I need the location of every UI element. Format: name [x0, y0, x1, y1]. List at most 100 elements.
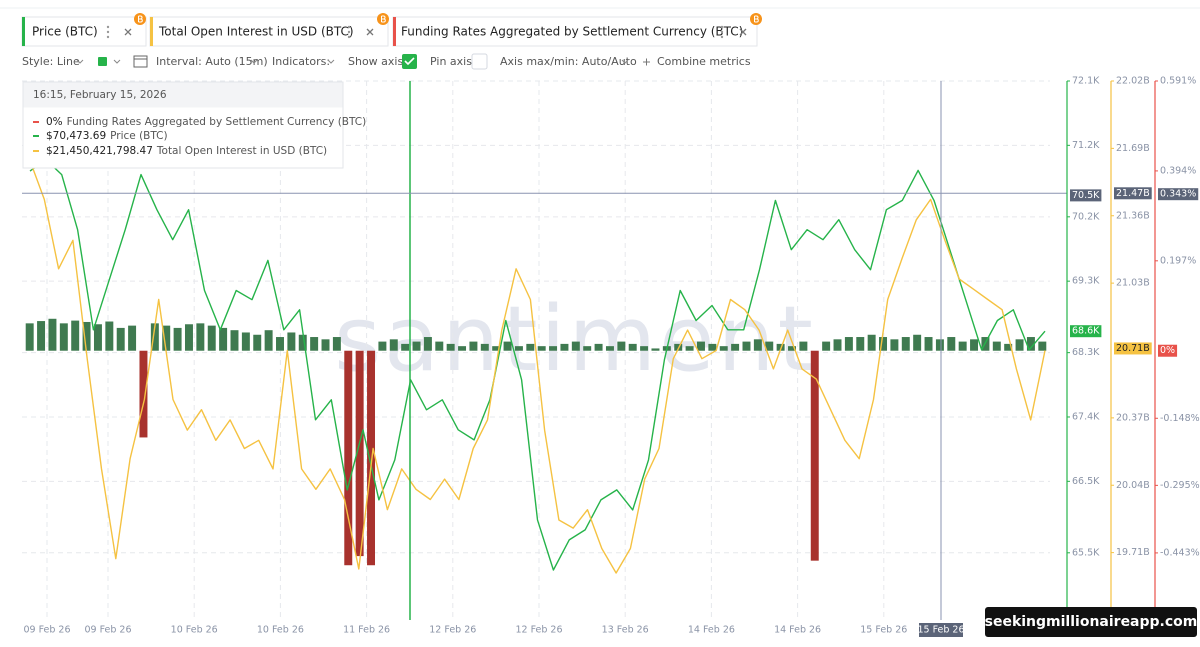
- axis-marker-box: [1114, 187, 1152, 200]
- bar: [640, 346, 649, 351]
- crosshair-x-box: [919, 623, 963, 637]
- bar: [48, 318, 57, 351]
- bar: [412, 341, 421, 351]
- btc-glyph: [381, 15, 386, 23]
- tab-box: [392, 16, 758, 47]
- axis-marker-label: 20.71B: [1116, 343, 1150, 354]
- pin-axis-checkbox[interactable]: [471, 53, 488, 70]
- check-icon: [404, 57, 415, 66]
- bar: [219, 327, 228, 351]
- bar: [446, 343, 455, 351]
- bar: [196, 323, 205, 351]
- x-tick-label: 11 Feb 26: [343, 625, 390, 636]
- close-icon[interactable]: [739, 28, 747, 36]
- x-tick-label: 09 Feb 26: [84, 625, 131, 636]
- bar: [37, 321, 46, 351]
- y-tick-label: 0.197%: [1160, 255, 1196, 266]
- combine-metrics[interactable]: Combine metrics: [657, 55, 751, 68]
- bar: [128, 325, 137, 351]
- bar: [753, 339, 762, 351]
- interval-select[interactable]: Interval: Auto (15m): [156, 55, 268, 68]
- chevron: [621, 59, 629, 64]
- bar: [549, 346, 558, 351]
- tooltip-value: $21,450,421,798.47: [46, 145, 153, 157]
- menu-icon[interactable]: [720, 25, 724, 39]
- bar: [480, 343, 489, 351]
- x-tick-label: 13 Feb 26: [602, 625, 649, 636]
- color-picker[interactable]: [98, 57, 107, 66]
- bar: [150, 323, 159, 351]
- show-axis-label: Show axis: [348, 55, 403, 68]
- bar: [583, 346, 592, 351]
- bar: [833, 339, 842, 351]
- tab-box: [21, 16, 147, 47]
- bar: [628, 343, 637, 351]
- axis-marker-box: [1070, 189, 1102, 202]
- line: [29, 158, 1046, 571]
- tab[interactable]: Total Open Interest in USD (BTC): [149, 13, 389, 47]
- x-tick-label: 14 Feb 26: [774, 625, 821, 636]
- bar: [594, 343, 603, 351]
- chart-background: santiment: [22, 80, 1050, 620]
- tab[interactable]: Funding Rates Aggregated by Settlement C…: [392, 13, 762, 47]
- bar: [389, 339, 398, 351]
- style-select[interactable]: Style: Line: [22, 55, 80, 68]
- close-icon[interactable]: [124, 28, 132, 36]
- bar: [423, 337, 432, 351]
- y-tick-label: 67.4K: [1072, 411, 1100, 422]
- tooltip-header: [23, 82, 343, 108]
- crosshair-x-label: 15 Feb 26: [917, 625, 964, 636]
- bar: [685, 346, 694, 351]
- y-tick-label: -0.443%: [1160, 547, 1200, 558]
- tooltip-value: $70,473.69: [46, 130, 106, 142]
- tooltip-row: 0% Funding Rates Aggregated by Settlemen…: [33, 116, 366, 128]
- bar: [867, 334, 876, 351]
- bar: [947, 337, 956, 351]
- axis-maxmin-select[interactable]: Axis max/min: Auto/Auto: [500, 55, 637, 68]
- bar: [116, 327, 125, 351]
- tooltip-label: Funding Rates Aggregated by Settlement C…: [67, 116, 367, 128]
- bar: [59, 323, 68, 351]
- indicators-select[interactable]: Indicators:: [272, 55, 330, 68]
- y-tick-label: 70.2K: [1072, 211, 1100, 222]
- bar: [71, 320, 80, 351]
- bar: [321, 339, 330, 351]
- bar: [719, 346, 728, 351]
- bar: [492, 346, 501, 351]
- axis-marker-label: 68.6K: [1072, 326, 1100, 337]
- line: [29, 160, 1046, 574]
- y-tick-label: 22.02B: [1116, 76, 1150, 87]
- bar: [560, 343, 569, 351]
- y-tick-label: 20.04B: [1116, 480, 1150, 491]
- bar: [879, 337, 888, 351]
- toolbar: Style: Line Interval: Auto (15m) Indicat…: [22, 53, 751, 70]
- bar: [139, 350, 148, 438]
- bar: [435, 341, 444, 351]
- tab-label: Funding Rates Aggregated by Settlement C…: [401, 25, 743, 39]
- tab[interactable]: Price (BTC): [21, 13, 147, 47]
- bar: [344, 350, 353, 566]
- chart: 09 Feb 26 09 Feb 26 10 Feb 26 10 Feb 26 11 F…: [22, 76, 1200, 637]
- bar: [298, 334, 307, 351]
- axis-marker-label: 70.5K: [1072, 190, 1100, 201]
- bar: [253, 334, 262, 351]
- y-tick-label: -0.295%: [1160, 480, 1200, 491]
- bar: [230, 330, 239, 351]
- axis-marker-box: [1114, 342, 1152, 355]
- bar: [276, 337, 284, 351]
- bar: [332, 337, 341, 351]
- y-tick-label: 21.36B: [1116, 210, 1150, 221]
- bar: [765, 341, 774, 351]
- bar: [799, 341, 808, 351]
- menu-icon[interactable]: [106, 25, 110, 39]
- bar: [25, 323, 34, 351]
- tab-color: [22, 17, 25, 46]
- y-tick-label: 65.5K: [1072, 547, 1100, 558]
- close-icon[interactable]: [366, 28, 374, 36]
- menu-icon[interactable]: [347, 25, 351, 39]
- x-tick-label: 10 Feb 26: [171, 625, 218, 636]
- bar: [458, 346, 467, 351]
- y-tick-label: 71.2K: [1072, 140, 1100, 151]
- bar: [287, 332, 296, 351]
